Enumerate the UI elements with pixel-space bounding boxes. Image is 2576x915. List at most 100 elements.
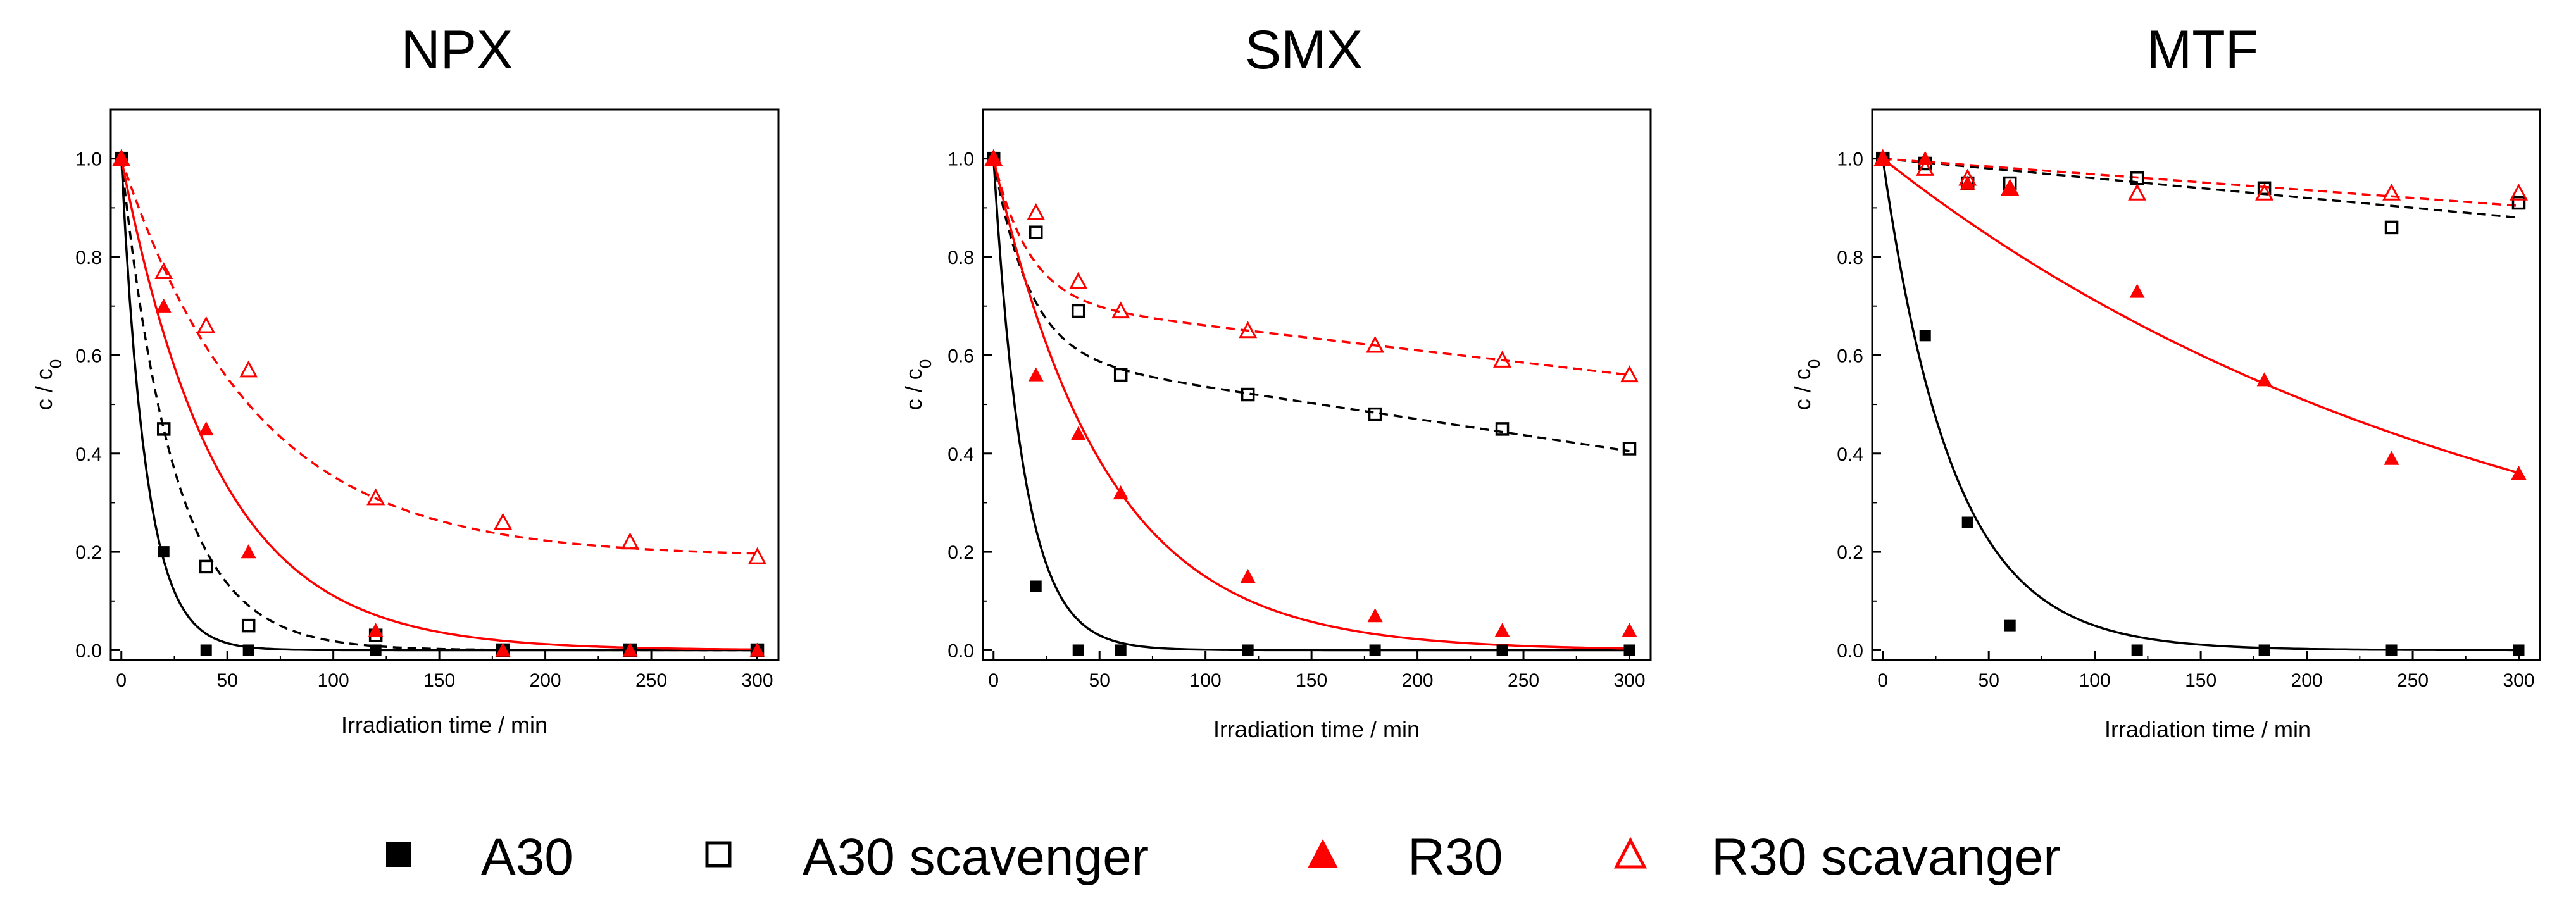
legend-marker-a30-scavenger (705, 841, 732, 868)
x-tick-label-mtf: 100 (2079, 670, 2111, 691)
point-r30-mtf (2511, 465, 2527, 480)
point-a30-scavenger-smx (1622, 442, 1637, 456)
panel-mtf: MTF c / c0 Irradiation time / min 0 50 100… (1789, 20, 2541, 742)
y-tick-label-npx: 0.2 (75, 542, 102, 563)
point-r30-scavanger-smx (1239, 321, 1258, 339)
legend-label-r30: R30 (1408, 828, 1503, 886)
point-r30-scavanger-npx (494, 513, 513, 530)
point-a30-scavenger-smx (1368, 407, 1382, 421)
legend-label-r30-scavanger: R30 scavanger (1711, 828, 2061, 886)
point-a30-scavenger-smx (1071, 304, 1085, 318)
markers-npx (112, 149, 767, 657)
fit-line-a30-smx (992, 158, 1630, 652)
markers-smx (984, 149, 1639, 656)
x-axis-label-npx: Irradiation time / min (341, 712, 547, 738)
x-tick-label-smx: 250 (1508, 670, 1539, 691)
panel-npx: NPX c / c0 Irradiation time / min 0 50 100… (31, 20, 780, 738)
y-tick-label-smx: 0.4 (947, 444, 974, 465)
point-a30-smx (1030, 580, 1042, 592)
point-a30-mtf (2513, 644, 2525, 656)
point-r30-scavanger-smx (1069, 271, 1088, 289)
y-tick-label-mtf: 0.8 (1837, 247, 1863, 268)
point-r30-scavanger-mtf (2001, 178, 2020, 196)
point-a30-mtf (1961, 516, 1973, 528)
panel-smx: SMX c / c0 Irradiation time / min 0 50 100… (901, 20, 1652, 742)
fit-line-r30-smx (992, 158, 1630, 650)
fit-line-r30-npx (120, 158, 758, 651)
point-r30-scavanger-smx (1027, 202, 1046, 220)
point-r30-scavanger-npx (747, 547, 767, 564)
point-r30-smx (1028, 367, 1044, 382)
panel-title-smx: SMX (1245, 20, 1363, 80)
point-r30-mtf (2002, 180, 2018, 195)
y-axis-label-smx: c / c0 (901, 359, 935, 410)
y-tick-label-mtf: 0.4 (1837, 444, 1863, 465)
point-a30-scavenger-smx (1029, 225, 1043, 239)
point-r30-smx (1070, 426, 1086, 440)
point-a30-npx (200, 644, 212, 656)
point-r30-mtf (2129, 283, 2145, 298)
fit-line-a30-scavenger-npx (120, 158, 758, 652)
point-r30-scavanger-mtf (2128, 183, 2147, 201)
point-r30-scavanger-smx (1366, 335, 1385, 353)
x-tick-label-npx: 250 (635, 670, 667, 691)
x-tick-label-npx: 150 (423, 670, 455, 691)
point-a30-mtf (1919, 330, 1931, 342)
x-tick-label-npx: 100 (318, 670, 349, 691)
point-a30-mtf (2131, 644, 2143, 656)
x-tick-label-smx: 150 (1296, 670, 1327, 691)
x-tick-label-mtf: 250 (2397, 670, 2429, 691)
y-tick-label-smx: 1.0 (947, 149, 974, 170)
x-tick-label-mtf: 300 (2503, 670, 2534, 691)
y-tick-label-smx: 0.0 (947, 640, 974, 661)
point-a30-npx (370, 644, 382, 656)
x-tick-label-mtf: 200 (2291, 670, 2323, 691)
point-r30-scavanger-mtf (2382, 183, 2401, 201)
point-a30-scavenger-mtf (2257, 181, 2272, 196)
x-tick-label-smx: 300 (1613, 670, 1645, 691)
fit-line-a30-mtf (1881, 158, 2519, 652)
point-r30-npx (156, 298, 172, 313)
x-tick-label-npx: 0 (116, 670, 127, 691)
point-r30-npx (495, 642, 511, 657)
point-r30-scavanger-mtf (1958, 168, 1977, 186)
x-tick-label-smx: 200 (1402, 670, 1434, 691)
point-r30-scavanger-npx (197, 316, 216, 333)
x-tick-label-smx: 100 (1190, 670, 1222, 691)
x-tick-label-npx: 200 (530, 670, 561, 691)
panel-title-npx: NPX (401, 20, 513, 80)
axis-ticks-npx: 0 50 100 150 200 250 300 0.0 0.2 0.4 0.6 0.8 1.0 (75, 149, 773, 691)
x-tick-label-mtf: 0 (1877, 670, 1888, 691)
point-a30-scavenger-smx (1495, 422, 1510, 436)
point-r30-scavanger-npx (239, 360, 258, 378)
y-tick-label-smx: 0.2 (947, 542, 974, 563)
x-tick-label-smx: 0 (988, 670, 999, 691)
point-r30-scavanger-mtf (1873, 149, 1892, 166)
point-r30-scavanger-smx (984, 149, 1003, 166)
point-a30-scavenger-smx (1241, 387, 1255, 402)
point-r30-scavanger-smx (1111, 301, 1130, 319)
plot-frame-npx (109, 108, 780, 661)
y-tick-label-mtf: 0.2 (1837, 542, 1863, 563)
x-tick-label-mtf: 150 (2185, 670, 2216, 691)
point-r30-scavanger-smx (1493, 351, 1512, 368)
point-r30-scavanger-npx (366, 488, 385, 506)
point-r30-npx (198, 421, 214, 436)
point-r30-smx (1113, 485, 1129, 500)
markers-mtf (1873, 149, 2529, 656)
fit-line-r30-scavanger-smx (992, 158, 1630, 377)
legend-marker-a30 (386, 842, 411, 867)
point-a30-npx (242, 644, 254, 656)
point-r30-npx (241, 544, 256, 559)
fit-line-r30-scavanger-npx (120, 158, 758, 555)
point-a30-scavenger-npx (156, 422, 171, 436)
point-a30-scavenger-npx (241, 618, 256, 633)
point-a30-smx (1242, 644, 1254, 656)
legend: A30 A30 scavenger R30 R30 scavanger (386, 828, 2061, 886)
point-r30-mtf (1917, 151, 1933, 165)
point-r30-mtf (2384, 451, 2399, 465)
x-axis-label-mtf: Irradiation time / min (2104, 716, 2311, 742)
point-r30-smx (1494, 623, 1510, 637)
panel-title-mtf: MTF (2147, 20, 2259, 80)
point-r30-npx (368, 623, 384, 637)
